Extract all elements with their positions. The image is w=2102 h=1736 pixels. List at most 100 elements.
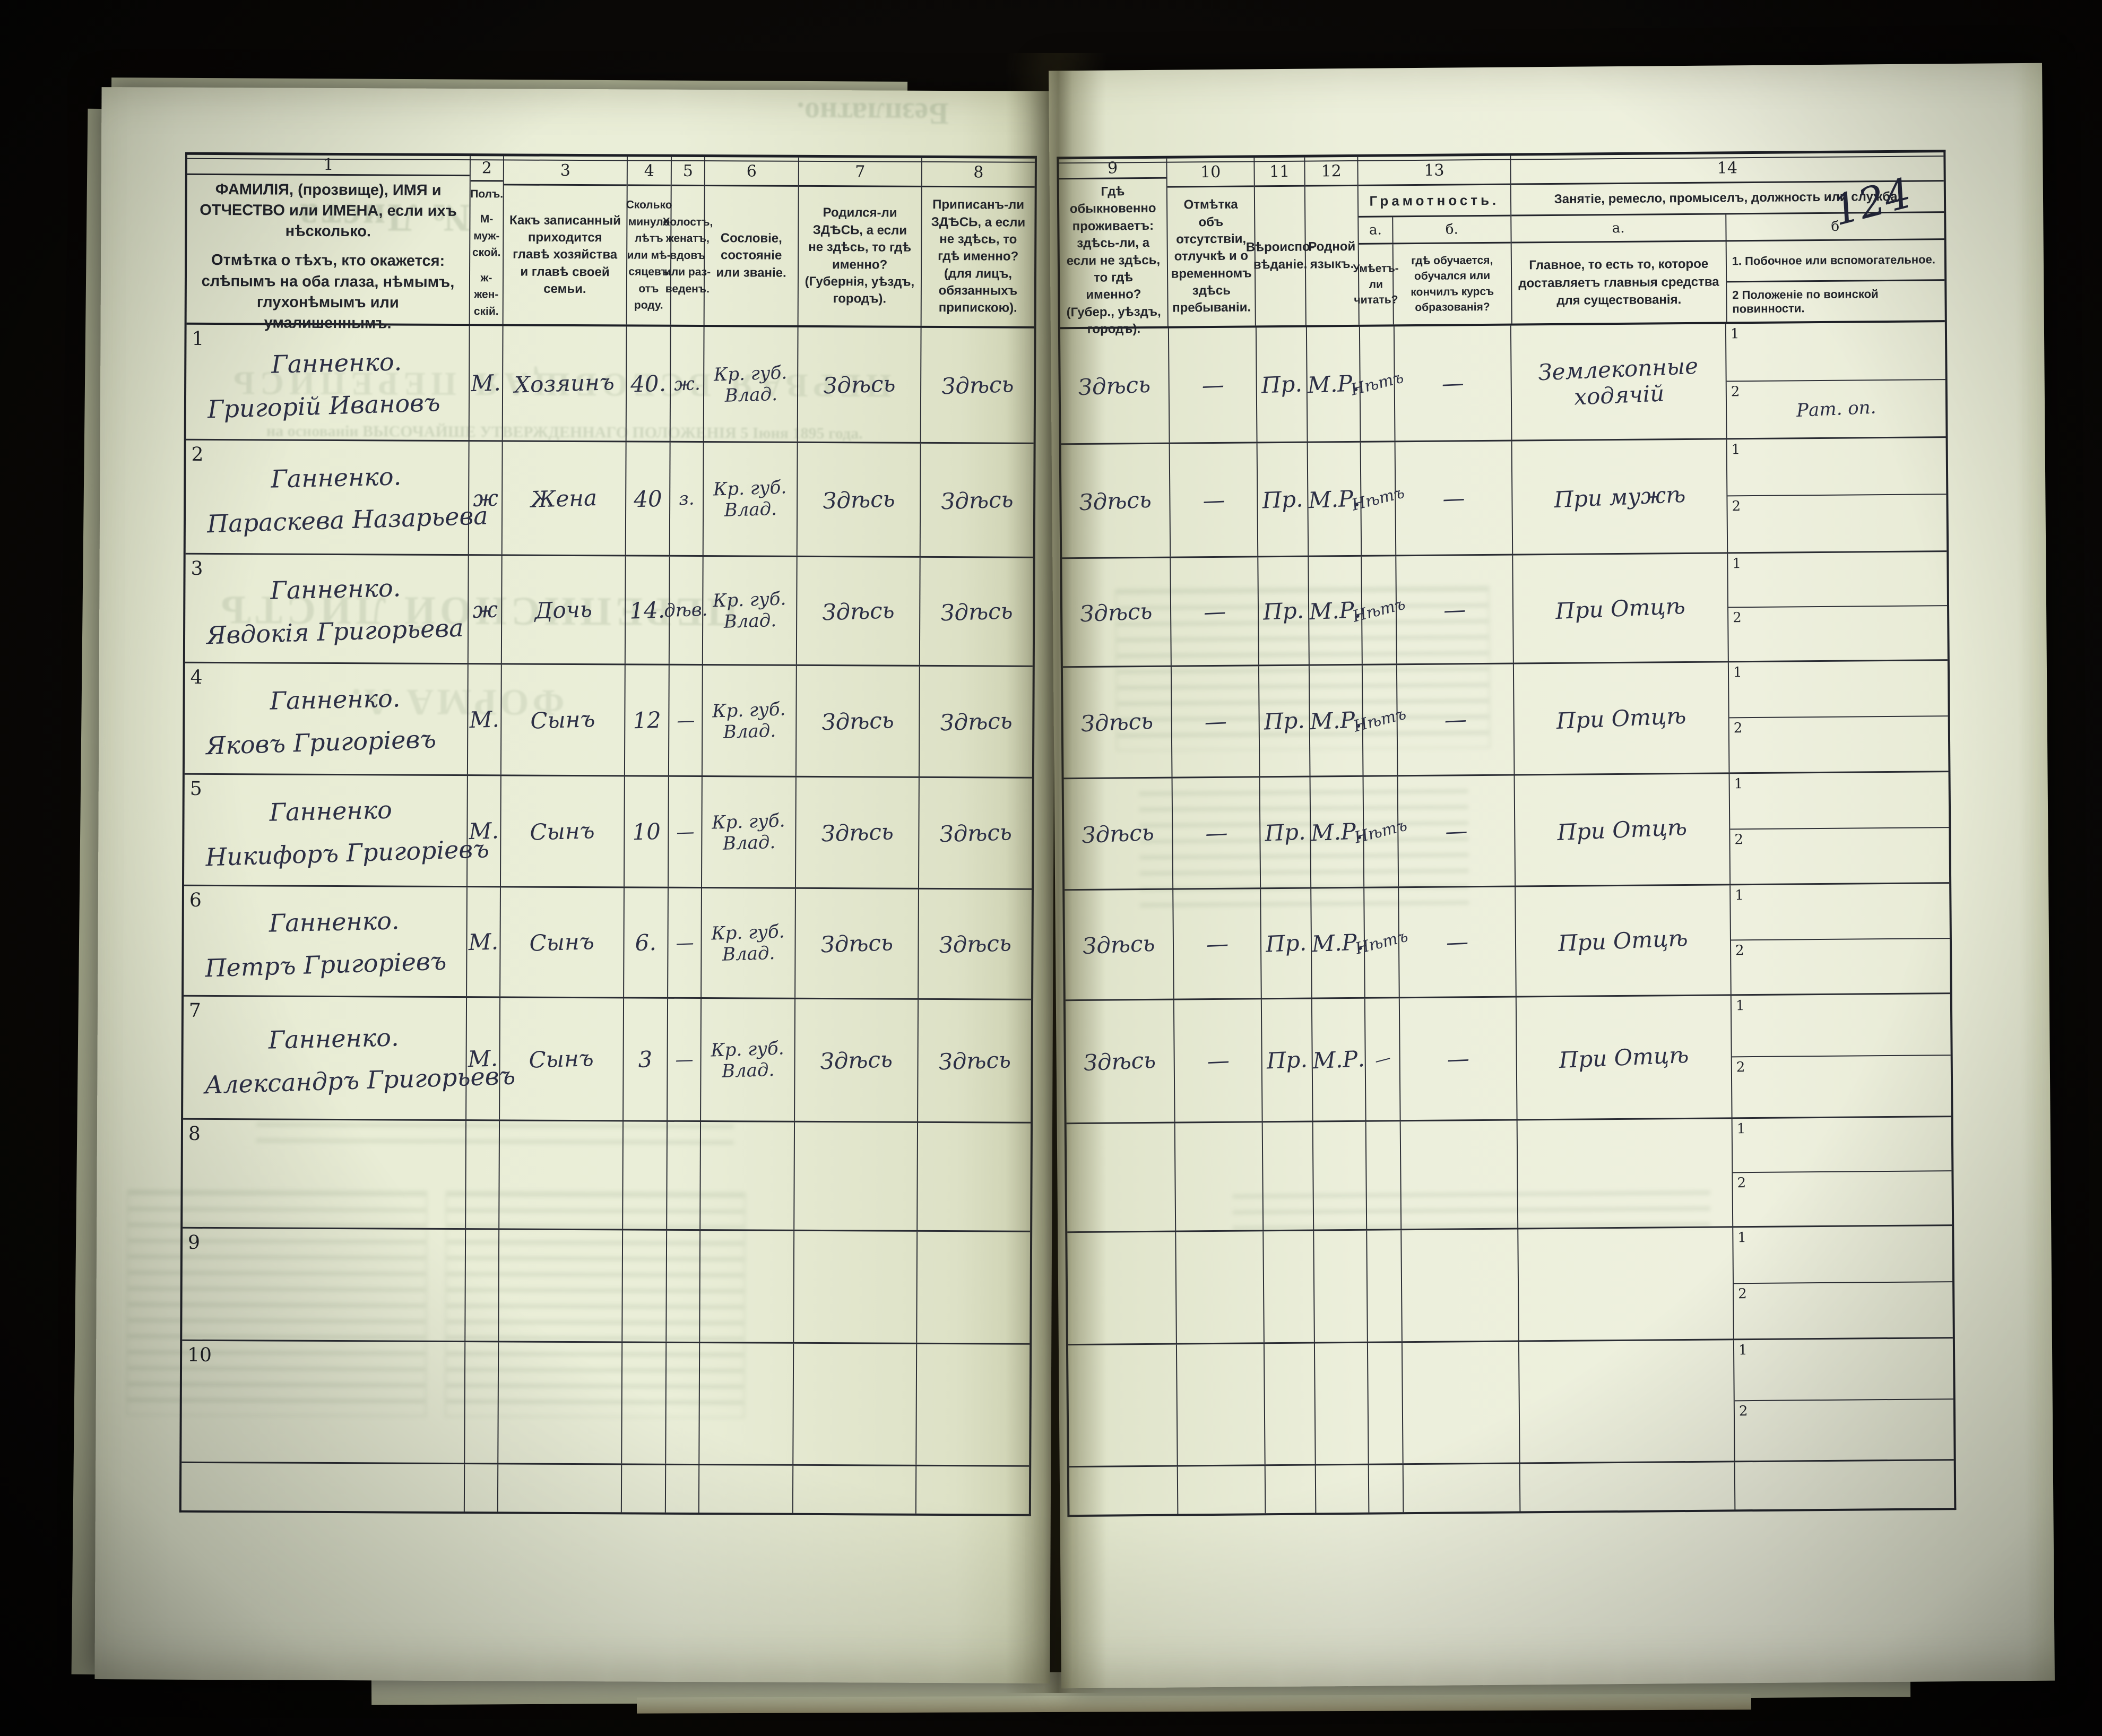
side-occupation-subcell: 2 bbox=[1728, 606, 1948, 661]
cell-reads: Нѣтъ bbox=[1352, 665, 1408, 775]
footer-cell bbox=[621, 1465, 667, 1513]
cell-faith: Пр. bbox=[1259, 666, 1311, 776]
handwritten-entry: Сынъ bbox=[530, 706, 596, 734]
col14b-side-occupation-label: 1. Побочное или вспомогательное. bbox=[1726, 240, 1945, 283]
col13b-letter: б. bbox=[1445, 221, 1458, 238]
side-occupation-subcell: 2 bbox=[1735, 1400, 1954, 1461]
cell-relation: Сынъ bbox=[500, 776, 625, 887]
handwritten-entry: Пр. bbox=[1260, 370, 1303, 399]
handwritten-entry: Здѣсь bbox=[940, 597, 1014, 626]
given-name-handwritten: Петръ Григоріевъ bbox=[204, 946, 447, 982]
table-row-right-4: Здѣсь — Пр. М.Р. Нѣтъ — При Отцѣ 1 2 bbox=[1062, 659, 1949, 778]
cell-faith: Пр. bbox=[1261, 999, 1313, 1121]
row-number: 4 bbox=[190, 666, 203, 688]
handwritten-entry: — bbox=[1443, 596, 1467, 623]
handwritten-entry: Здѣсь bbox=[940, 486, 1014, 514]
cell-relation bbox=[499, 1121, 624, 1229]
header-col-1: 1 ФАМИЛІЯ, (прозвище), ИМЯ и ОТЧЕСТВО ил… bbox=[186, 154, 471, 332]
row-number: 9 bbox=[187, 1231, 201, 1254]
cell-educated: — bbox=[1398, 775, 1516, 887]
cell-language bbox=[1313, 1121, 1368, 1230]
cell-name: 7 Ганненко. Александръ Григорьевъ bbox=[183, 996, 516, 1120]
cell-occupation: При Отцѣ bbox=[1513, 554, 1729, 663]
side-occupation-subcell: 2 bbox=[1729, 716, 1949, 773]
name-block: Ганненко. Петръ Григоріевъ bbox=[184, 899, 466, 983]
cell-sex: М. bbox=[468, 664, 502, 775]
header-col-7: 7 Родился-ли ЗДѢСЬ, а если не здѣсь, то … bbox=[798, 157, 922, 326]
table-row-left-3: 3 Ганненко. Явдокія Григорьева ж Дочь 14. дѣв.… bbox=[185, 552, 1033, 666]
subcell-number: 2 bbox=[1732, 498, 1741, 515]
cell-absence: — bbox=[1171, 666, 1260, 777]
handwritten-entry: 12 bbox=[632, 706, 662, 734]
subcell-number: 2 bbox=[1738, 1285, 1747, 1302]
cell-faith: Пр. bbox=[1261, 888, 1312, 998]
subcell-number: 2 bbox=[1733, 610, 1742, 626]
cell-reads: Нѣтъ bbox=[1351, 556, 1407, 664]
cell-educated: — bbox=[1399, 997, 1518, 1120]
footer-cell bbox=[181, 1463, 465, 1512]
cell-educated: — bbox=[1396, 555, 1514, 664]
right-page: 124 9 Гдѣ обыкновенно проживаетъ: здѣсь-… bbox=[1049, 63, 2055, 1689]
cell-sex bbox=[465, 1342, 499, 1463]
handwritten-entry: 3 bbox=[637, 1046, 653, 1073]
cell-name: 8 bbox=[183, 1119, 467, 1229]
given-name-handwritten: Явдокія Григорьева bbox=[206, 613, 464, 650]
name-block: Ганненко. Григорій Ивановъ bbox=[186, 340, 469, 424]
subcell-number: 1 bbox=[1735, 998, 1745, 1014]
cell-estate bbox=[700, 1231, 795, 1342]
table-row-left-1: 1 Ганненко. Григорій Ивановъ М. Хозяинъ 40. ж.… bbox=[186, 324, 1034, 443]
handwritten-entry: Пр. bbox=[1263, 707, 1305, 735]
handwritten-entry: — bbox=[1201, 372, 1225, 399]
cell-name: 4 Ганненко. Яковъ Григоріевъ bbox=[184, 663, 469, 775]
cell-estate: Кр. губ. Влад. bbox=[702, 666, 797, 776]
cell-name: 5 Ганненко Никифоръ Григоріевъ bbox=[184, 774, 490, 886]
handwritten-entry: При Отцѣ bbox=[1558, 1041, 1690, 1074]
side-occupation-subcell: 2 bbox=[1732, 1056, 1951, 1118]
cell-age bbox=[622, 1230, 668, 1342]
cell-reads bbox=[1368, 1343, 1404, 1464]
row-number: 2 bbox=[191, 443, 204, 465]
header-col-12: 12 Родной языкъ. bbox=[1305, 157, 1360, 325]
col-number-10: 10 bbox=[1167, 158, 1254, 188]
cell-educated bbox=[1402, 1229, 1519, 1342]
handwritten-entry: Пр. bbox=[1262, 597, 1305, 625]
handwritten-entry: — bbox=[1201, 486, 1225, 514]
handwritten-entry: ж bbox=[472, 485, 499, 512]
cell-language: М.Р. bbox=[1312, 998, 1366, 1121]
side-occupation-subcells: 1 2 Рат. оп. bbox=[1726, 322, 1946, 438]
subcell-number: 2 bbox=[1736, 1059, 1745, 1075]
cell-occupation bbox=[1518, 1228, 1734, 1341]
cell-marital: — bbox=[668, 998, 702, 1121]
cell-born bbox=[793, 1343, 918, 1465]
handwritten-entry: — bbox=[1205, 930, 1229, 957]
cell-reads: — bbox=[1365, 998, 1401, 1120]
handwritten-entry: 40. bbox=[630, 370, 667, 398]
footer-cell bbox=[1369, 1465, 1404, 1513]
handwritten-entry: — bbox=[1446, 1045, 1470, 1073]
footer-cell bbox=[1316, 1465, 1370, 1513]
name-block: Ганненко Никифоръ Григоріевъ bbox=[184, 788, 490, 872]
cell-born: Здѣсь bbox=[797, 557, 921, 665]
cell-faith: Пр. bbox=[1260, 777, 1312, 888]
cell-sex: М. bbox=[467, 776, 501, 886]
surname-handwritten: Ганненко. bbox=[268, 1022, 400, 1055]
census-table-right: 9 Гдѣ обыкновенно проживаетъ: здѣсь-ли, … bbox=[1057, 150, 1957, 1517]
cell-side-occupation: 1 2 Рат. оп. bbox=[1726, 322, 1946, 438]
cell-age: 10 bbox=[624, 776, 669, 887]
cell-occupation: При Отцѣ bbox=[1516, 996, 1733, 1119]
handwritten-entry: Кр. губ. Влад. bbox=[710, 1037, 785, 1082]
subcell-number: 2 bbox=[1734, 831, 1744, 848]
table-row-left-6: 6 Ганненко. Петръ Григоріевъ М. Сынъ 6. — Кр. г… bbox=[184, 884, 1032, 999]
table-row-left-4: 4 Ганненко. Яковъ Григоріевъ М. Сынъ 12 — Кр. г… bbox=[184, 661, 1033, 777]
handwritten-entry: — bbox=[1445, 928, 1469, 956]
cell-reads: Нѣтъ bbox=[1353, 776, 1409, 887]
